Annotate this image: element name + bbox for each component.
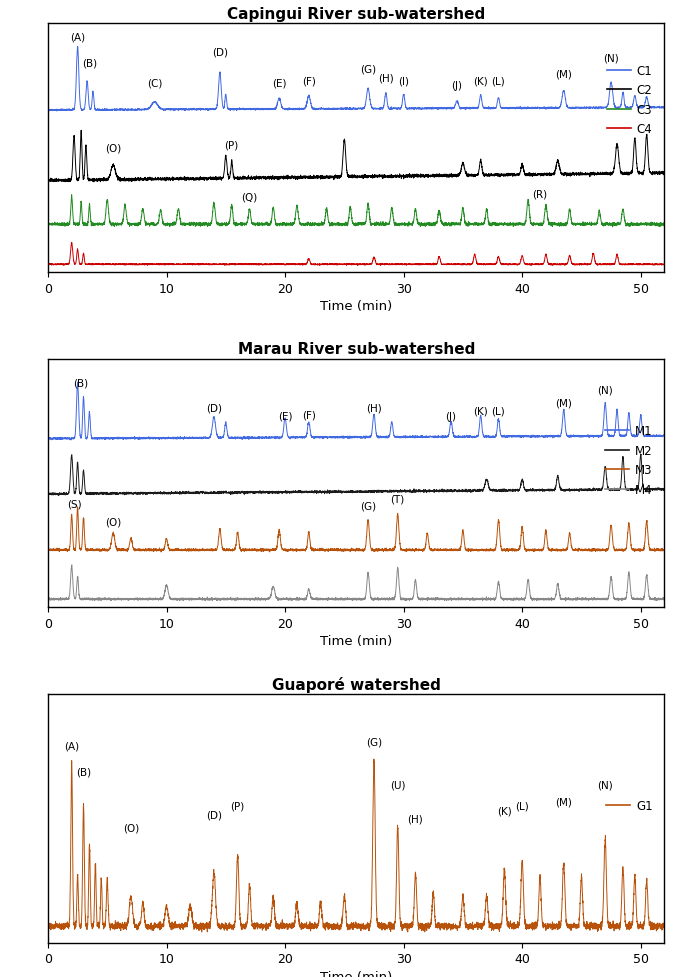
Text: (E): (E)	[278, 411, 292, 421]
Text: (L): (L)	[492, 406, 506, 416]
Text: (T): (T)	[390, 493, 405, 503]
Legend: M1, M2, M3, M4: M1, M2, M3, M4	[601, 420, 658, 501]
Legend: C1, C2, C3, C4: C1, C2, C3, C4	[603, 61, 658, 141]
Text: (B): (B)	[82, 59, 97, 68]
Text: (H): (H)	[408, 814, 423, 824]
Text: (M): (M)	[556, 399, 572, 408]
Text: (O): (O)	[105, 517, 121, 527]
Text: (K): (K)	[473, 76, 488, 86]
Text: (H): (H)	[378, 73, 394, 84]
Text: (L): (L)	[515, 801, 529, 811]
Text: (D): (D)	[212, 48, 228, 58]
X-axis label: Time (min): Time (min)	[320, 300, 393, 313]
Text: (N): (N)	[597, 780, 613, 789]
Text: (M): (M)	[556, 797, 572, 807]
Text: (L): (L)	[492, 76, 506, 86]
Title: Marau River sub-watershed: Marau River sub-watershed	[238, 342, 475, 357]
Text: (J): (J)	[445, 411, 456, 421]
Text: (S): (S)	[66, 498, 82, 509]
Text: (D): (D)	[206, 810, 222, 820]
Text: (Q): (Q)	[241, 191, 258, 202]
Text: (D): (D)	[206, 404, 222, 413]
Text: (O): (O)	[123, 823, 139, 832]
Text: (G): (G)	[360, 64, 376, 74]
Text: (F): (F)	[302, 410, 316, 420]
Text: (N): (N)	[603, 53, 619, 63]
X-axis label: Time (min): Time (min)	[320, 635, 393, 648]
Text: (B): (B)	[73, 378, 89, 388]
Text: (N): (N)	[597, 386, 613, 396]
Text: (B): (B)	[76, 767, 91, 777]
Text: (U): (U)	[390, 780, 406, 789]
Text: (I): (I)	[398, 76, 409, 86]
Text: (M): (M)	[556, 69, 572, 80]
Text: (G): (G)	[360, 501, 376, 511]
Text: (K): (K)	[473, 406, 488, 416]
Text: (C): (C)	[147, 79, 162, 89]
Title: Capingui River sub-watershed: Capingui River sub-watershed	[227, 7, 486, 21]
Text: (J): (J)	[451, 81, 462, 91]
Text: (F): (F)	[302, 76, 316, 86]
Text: (O): (O)	[105, 143, 121, 153]
Text: (G): (G)	[366, 737, 382, 746]
Text: (A): (A)	[70, 32, 85, 42]
X-axis label: Time (min): Time (min)	[320, 969, 393, 977]
Legend: G1: G1	[601, 795, 658, 817]
Title: Guaporé watershed: Guaporé watershed	[272, 676, 440, 692]
Text: (P): (P)	[225, 141, 239, 150]
Text: (K): (K)	[497, 805, 512, 816]
Text: (E): (E)	[272, 79, 286, 89]
Text: (P): (P)	[231, 801, 245, 811]
Text: (R): (R)	[532, 190, 547, 199]
Text: (H): (H)	[366, 404, 382, 413]
Text: (A): (A)	[64, 741, 79, 750]
